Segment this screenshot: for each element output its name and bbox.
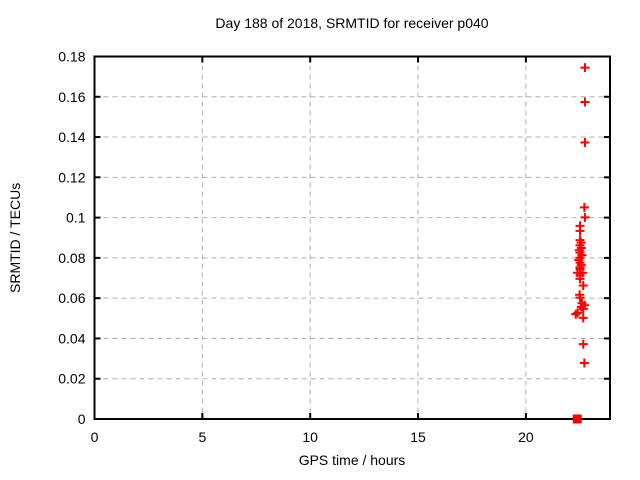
data-point-plus [580, 137, 590, 147]
y-tick-label: 0.04 [58, 330, 85, 346]
data-point-plus [579, 358, 589, 368]
x-axis-label: GPS time / hours [298, 452, 406, 468]
x-tick-label: 0 [91, 429, 99, 445]
y-tick-label: 0 [78, 411, 86, 427]
data-point-plus [580, 97, 590, 107]
data-point-plus [578, 313, 588, 323]
y-tick-label: 0.08 [58, 250, 85, 266]
plot-border [93, 55, 611, 420]
data-point-plus [571, 309, 581, 319]
data-point-plus [575, 274, 585, 284]
y-tick-label: 0.06 [58, 290, 85, 306]
y-tick-label: 0.12 [58, 169, 85, 185]
y-tick-label: 0.14 [58, 129, 85, 145]
data-point-plus [578, 339, 588, 349]
y-tick-label: 0.1 [66, 210, 86, 226]
x-tick-label: 20 [518, 429, 534, 445]
data-point-plus [578, 280, 588, 290]
data-point-plus [575, 293, 585, 303]
x-tick-label: 15 [410, 429, 426, 445]
data-point-square [572, 414, 582, 424]
data-point-plus [579, 202, 589, 212]
data-point-plus [573, 308, 583, 318]
chart-title: Day 188 of 2018, SRMTID for receiver p04… [215, 15, 489, 31]
x-tick-label: 5 [198, 429, 206, 445]
y-tick-label: 0.18 [58, 49, 85, 65]
x-tick-label: 10 [302, 429, 318, 445]
y-tick-label: 0.02 [58, 371, 85, 387]
data-point-plus [580, 212, 590, 222]
data-point-plus [578, 304, 588, 314]
data-point-plus [575, 226, 585, 236]
y-tick-label: 0.16 [58, 89, 85, 105]
data-point-plus [580, 63, 590, 73]
